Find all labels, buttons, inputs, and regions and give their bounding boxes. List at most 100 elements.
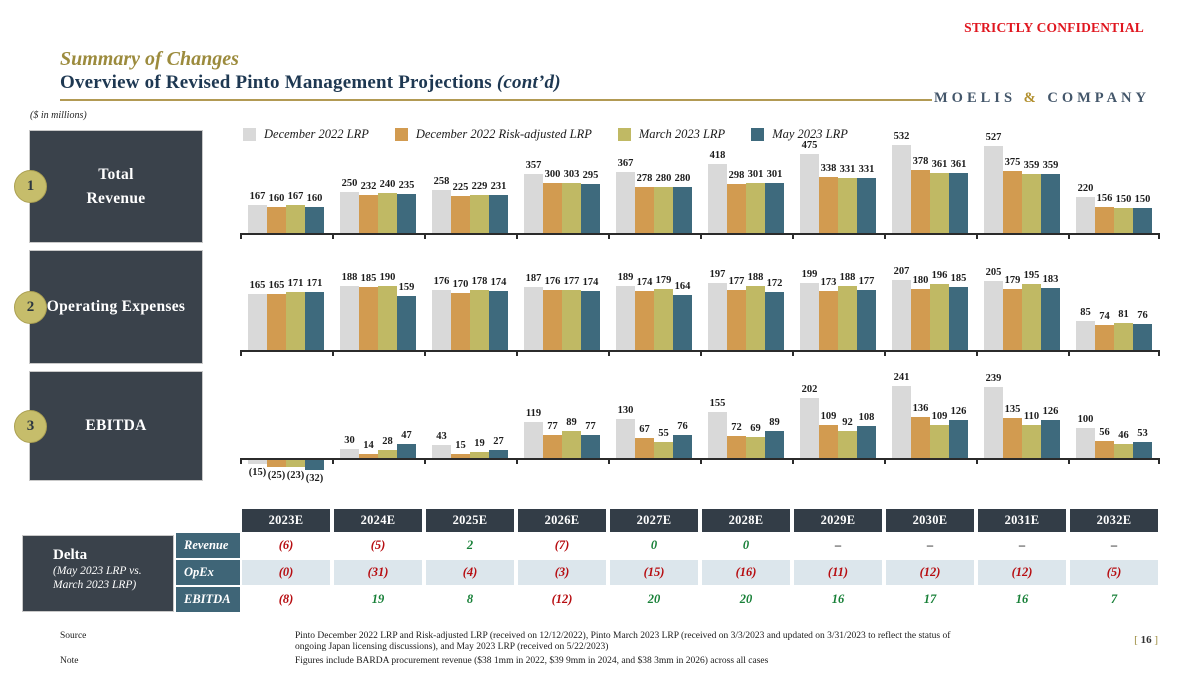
revenue-bar bbox=[673, 187, 692, 233]
opex-bar bbox=[359, 287, 378, 350]
opex-bar bbox=[581, 291, 600, 350]
axis-tick bbox=[608, 352, 610, 356]
ebitda-bar-value: 53 bbox=[1137, 428, 1148, 439]
opex-bar bbox=[892, 280, 911, 350]
ebitda-bar-value: 202 bbox=[801, 384, 818, 395]
ebitda-bar-value: 27 bbox=[493, 436, 504, 447]
revenue-bar bbox=[1003, 171, 1022, 233]
ebitda-bar bbox=[838, 431, 857, 458]
revenue-bar-value: 301 bbox=[747, 169, 764, 180]
axis-tick bbox=[240, 352, 242, 356]
opex-bar-value: 195 bbox=[1023, 270, 1040, 281]
opex-bar bbox=[1076, 321, 1095, 350]
opex-bar-value: 180 bbox=[912, 275, 929, 286]
opex-bar-value: 174 bbox=[636, 277, 653, 288]
opex-bar-value: 165 bbox=[249, 280, 266, 291]
revenue-bar bbox=[524, 174, 543, 233]
opex-bar-value: 205 bbox=[985, 267, 1002, 278]
legend-item-1: December 2022 LRP bbox=[243, 127, 369, 142]
opex-bar-value: 164 bbox=[674, 281, 691, 292]
ebitda-bar-value: 77 bbox=[585, 421, 596, 432]
ebitda-bar-value: 126 bbox=[950, 406, 967, 417]
revenue-bar bbox=[432, 190, 451, 233]
opex-bar bbox=[838, 286, 857, 350]
ebitda-bar bbox=[432, 445, 451, 458]
row-label-revenue: Revenue bbox=[176, 533, 240, 558]
delta-cell-ebitda-2028e: 20 bbox=[739, 592, 753, 606]
revenue-bar-value: 375 bbox=[1004, 157, 1021, 168]
revenue-bar-value: 156 bbox=[1096, 193, 1113, 204]
revenue-bar bbox=[286, 205, 305, 233]
ebitda-bar-value: 72 bbox=[731, 422, 742, 433]
opex-bar bbox=[673, 295, 692, 350]
section-box-label: Operating Expenses bbox=[46, 298, 186, 316]
revenue-bar bbox=[581, 184, 600, 233]
opex-bar bbox=[378, 286, 397, 350]
table-header-2031e: 2031E bbox=[978, 509, 1066, 532]
table-header-2032e: 2032E bbox=[1070, 509, 1158, 532]
opex-bar-value: 185 bbox=[360, 273, 377, 284]
revenue-bar-value: 160 bbox=[306, 193, 323, 204]
opex-bar-value: 170 bbox=[452, 279, 469, 290]
revenue-bar bbox=[451, 196, 470, 233]
opex-bar bbox=[1022, 284, 1041, 350]
revenue-bar-value: 231 bbox=[490, 181, 507, 192]
axis-tick bbox=[1158, 235, 1160, 239]
revenue-bar-value: 331 bbox=[839, 164, 856, 175]
opex-bar bbox=[708, 283, 727, 350]
axis-tick bbox=[516, 235, 518, 239]
opex-bar-value: 171 bbox=[287, 278, 304, 289]
axis-tick bbox=[332, 235, 334, 239]
ebitda-bar bbox=[1022, 425, 1041, 458]
axis-tick bbox=[424, 352, 426, 356]
revenue-bar-value: 361 bbox=[950, 159, 967, 170]
section-number-badge: 3 bbox=[14, 409, 47, 443]
revenue-bar-value: 361 bbox=[931, 159, 948, 170]
opex-bar-value: 176 bbox=[544, 276, 561, 287]
opex-bar-value: 183 bbox=[1042, 274, 1059, 285]
axis-tick bbox=[1158, 352, 1160, 356]
axis-tick bbox=[424, 235, 426, 239]
ebitda-bar-value: 46 bbox=[1118, 430, 1129, 441]
ebitda-bar bbox=[1114, 444, 1133, 458]
ebitda-bar bbox=[635, 438, 654, 458]
revenue-bar-value: 367 bbox=[617, 158, 634, 169]
revenue-bar bbox=[470, 195, 489, 233]
delta-cell-revenue-2027e: 0 bbox=[650, 538, 658, 552]
ebitda-bar bbox=[562, 431, 581, 458]
ebitda-bar-value: 15 bbox=[455, 440, 466, 451]
ebitda-bar-value: (32) bbox=[305, 473, 324, 484]
ebitda-bar-value: (25) bbox=[267, 470, 286, 481]
header-divider-line bbox=[60, 99, 932, 101]
delta-cell-revenue-2025e: 2 bbox=[466, 538, 474, 552]
revenue-bar bbox=[340, 192, 359, 233]
page-number-bracket-left: [ bbox=[1134, 634, 1138, 646]
revenue-bar bbox=[543, 183, 562, 233]
delta-cell-ebitda-2029e: 16 bbox=[831, 592, 845, 606]
delta-cell-revenue-2029e: – bbox=[834, 538, 842, 552]
ebitda-bar bbox=[857, 426, 876, 458]
ebitda-bar-value: 19 bbox=[474, 438, 485, 449]
page-number-value: 16 bbox=[1140, 634, 1152, 646]
revenue-bar-value: 280 bbox=[674, 173, 691, 184]
delta-cell-revenue-2024e: (5) bbox=[370, 538, 386, 552]
ebitda-bar bbox=[819, 425, 838, 458]
legend-item-2: December 2022 Risk-adjusted LRP bbox=[394, 127, 592, 142]
page-number: [ 16 ] bbox=[1134, 634, 1158, 646]
revenue-bar-value: 167 bbox=[287, 191, 304, 202]
table-header-2029e: 2029E bbox=[794, 509, 882, 532]
ebitda-bar-value: 30 bbox=[344, 435, 355, 446]
revenue-bar-value: 475 bbox=[801, 140, 818, 151]
ebitda-bar bbox=[1133, 442, 1152, 458]
ebitda-bar bbox=[654, 442, 673, 458]
revenue-bar bbox=[1022, 174, 1041, 233]
revenue-bar-value: 240 bbox=[379, 179, 396, 190]
opex-bar-value: 176 bbox=[433, 276, 450, 287]
revenue-bar bbox=[1133, 208, 1152, 233]
ebitda-bar bbox=[470, 452, 489, 458]
opex-bar-value: 199 bbox=[801, 269, 818, 280]
revenue-bar bbox=[746, 183, 765, 233]
ebitda-bar bbox=[286, 460, 305, 467]
axis-tick bbox=[700, 235, 702, 239]
legend-swatch-icon bbox=[243, 128, 256, 141]
